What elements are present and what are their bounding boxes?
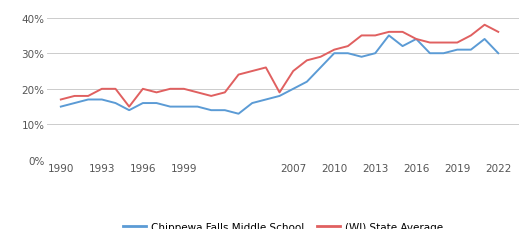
Chippewa Falls Middle School: [331, 53, 337, 55]
Chippewa Falls Middle School: [386, 35, 392, 38]
Chippewa Falls Middle School: [263, 99, 269, 101]
(WI) State Average: [318, 56, 324, 59]
(WI) State Average: [372, 35, 378, 38]
(WI) State Average: [345, 46, 351, 48]
Chippewa Falls Middle School: [181, 106, 187, 109]
Chippewa Falls Middle School: [85, 99, 91, 101]
(WI) State Average: [276, 92, 282, 94]
(WI) State Average: [331, 49, 337, 52]
Chippewa Falls Middle School: [468, 49, 474, 52]
Chippewa Falls Middle School: [194, 106, 201, 109]
(WI) State Average: [181, 88, 187, 91]
Chippewa Falls Middle School: [413, 38, 419, 41]
Chippewa Falls Middle School: [154, 102, 160, 105]
Legend: Chippewa Falls Middle School, (WI) State Average: Chippewa Falls Middle School, (WI) State…: [123, 222, 443, 229]
(WI) State Average: [399, 31, 406, 34]
(WI) State Average: [427, 42, 433, 45]
Chippewa Falls Middle School: [454, 49, 461, 52]
Chippewa Falls Middle School: [249, 102, 255, 105]
Chippewa Falls Middle School: [126, 109, 133, 112]
(WI) State Average: [290, 70, 297, 73]
(WI) State Average: [208, 95, 214, 98]
Chippewa Falls Middle School: [235, 113, 242, 116]
(WI) State Average: [441, 42, 447, 45]
(WI) State Average: [154, 92, 160, 94]
Chippewa Falls Middle School: [427, 53, 433, 55]
(WI) State Average: [194, 92, 201, 94]
Chippewa Falls Middle School: [167, 106, 173, 109]
(WI) State Average: [222, 92, 228, 94]
Chippewa Falls Middle School: [304, 81, 310, 84]
Chippewa Falls Middle School: [318, 67, 324, 70]
Chippewa Falls Middle School: [208, 109, 214, 112]
(WI) State Average: [85, 95, 91, 98]
Chippewa Falls Middle School: [441, 53, 447, 55]
Chippewa Falls Middle School: [399, 46, 406, 48]
(WI) State Average: [112, 88, 118, 91]
(WI) State Average: [235, 74, 242, 77]
Chippewa Falls Middle School: [358, 56, 365, 59]
(WI) State Average: [263, 67, 269, 70]
Chippewa Falls Middle School: [112, 102, 118, 105]
(WI) State Average: [249, 70, 255, 73]
Chippewa Falls Middle School: [372, 53, 378, 55]
(WI) State Average: [413, 38, 419, 41]
(WI) State Average: [495, 31, 501, 34]
Chippewa Falls Middle School: [482, 38, 488, 41]
(WI) State Average: [126, 106, 133, 109]
(WI) State Average: [304, 60, 310, 63]
(WI) State Average: [167, 88, 173, 91]
Line: Chippewa Falls Middle School: Chippewa Falls Middle School: [61, 36, 498, 114]
(WI) State Average: [140, 88, 146, 91]
Chippewa Falls Middle School: [58, 106, 64, 109]
Chippewa Falls Middle School: [290, 88, 297, 91]
Chippewa Falls Middle School: [222, 109, 228, 112]
(WI) State Average: [482, 24, 488, 27]
(WI) State Average: [454, 42, 461, 45]
(WI) State Average: [71, 95, 78, 98]
Chippewa Falls Middle School: [276, 95, 282, 98]
Chippewa Falls Middle School: [140, 102, 146, 105]
Chippewa Falls Middle School: [495, 53, 501, 55]
(WI) State Average: [58, 99, 64, 101]
(WI) State Average: [468, 35, 474, 38]
(WI) State Average: [386, 31, 392, 34]
Chippewa Falls Middle School: [345, 53, 351, 55]
Chippewa Falls Middle School: [71, 102, 78, 105]
Line: (WI) State Average: (WI) State Average: [61, 26, 498, 107]
Chippewa Falls Middle School: [99, 99, 105, 101]
(WI) State Average: [99, 88, 105, 91]
(WI) State Average: [358, 35, 365, 38]
